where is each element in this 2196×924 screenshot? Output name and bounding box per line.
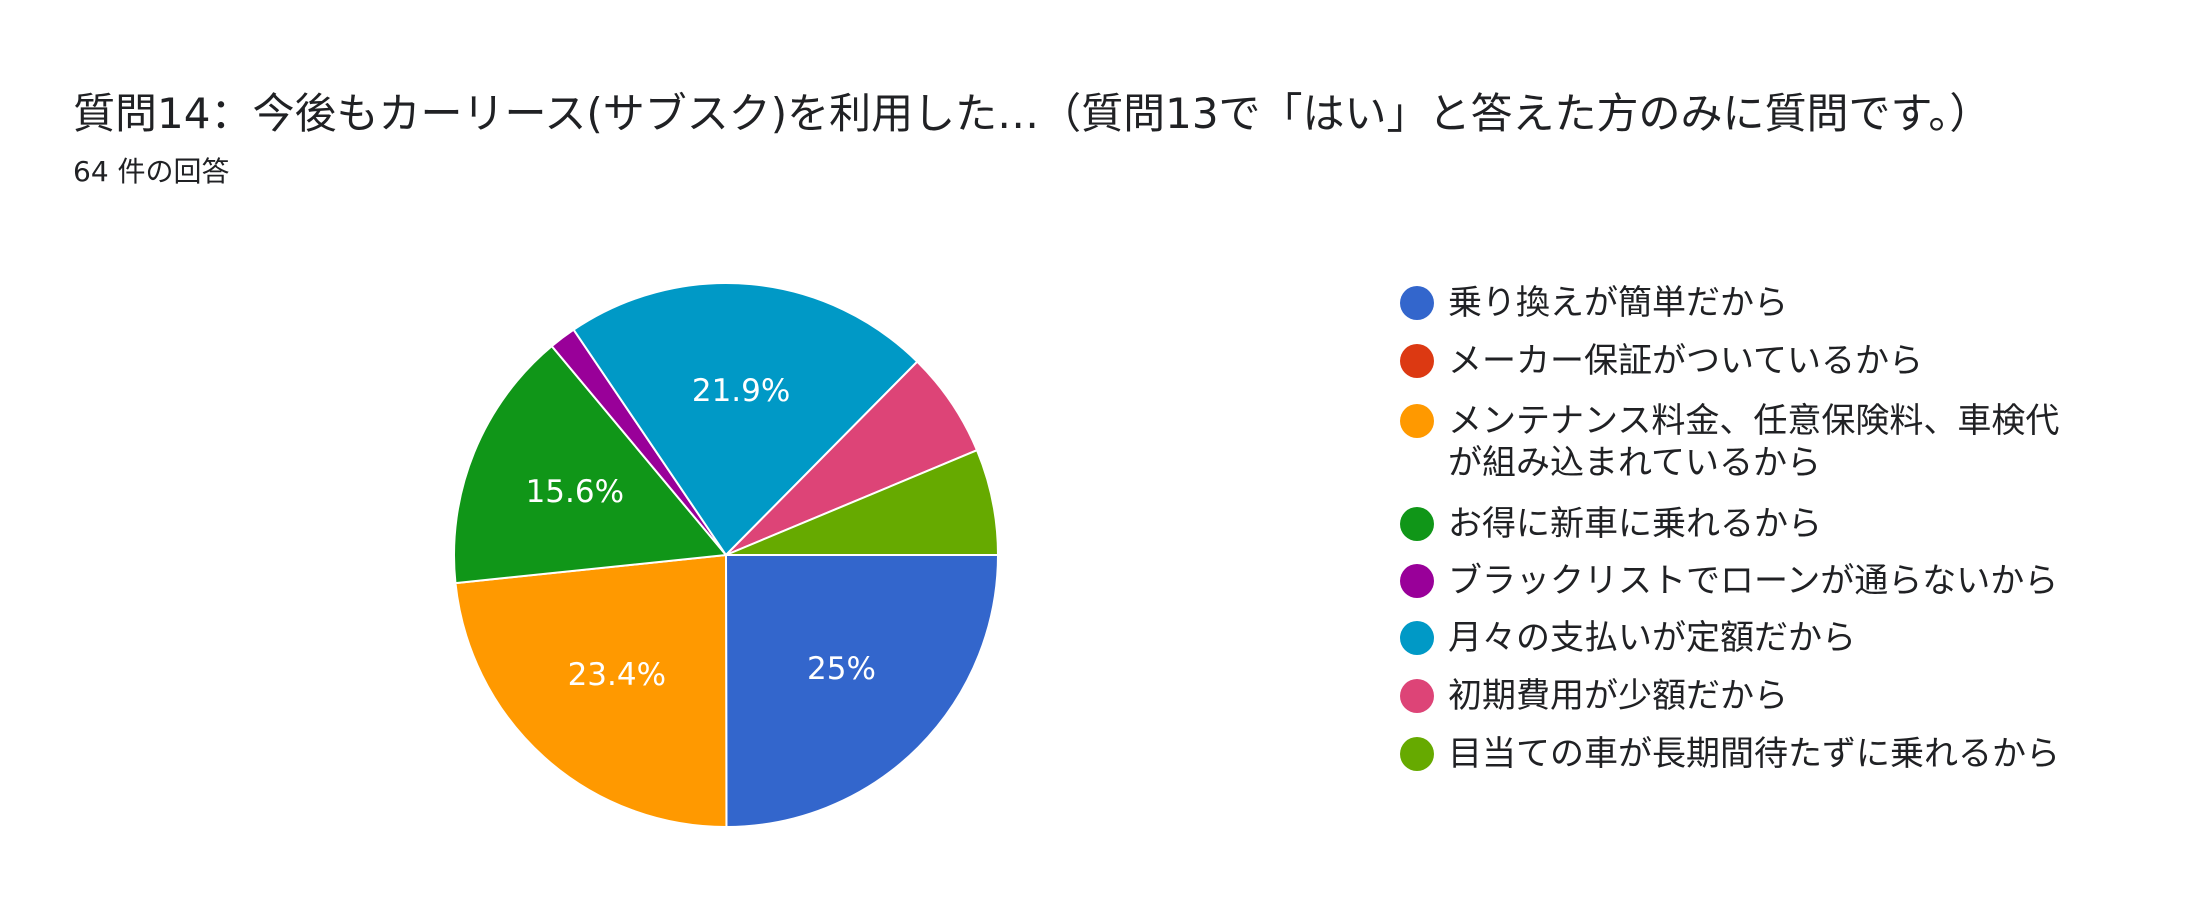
legend-swatch	[1400, 286, 1434, 320]
slice-label: 25%	[807, 651, 876, 687]
pie-slice	[572, 282, 919, 557]
chart-subtitle: 64 件の回答	[73, 155, 230, 188]
legend-label: お得に新車に乗れるから	[1448, 504, 1822, 544]
legend-label: メンテナンス料金、任意保険料、車検代が組み込まれているから	[1448, 401, 2060, 483]
legend-item: 乗り換えが簡単だから	[1400, 282, 2100, 324]
legend-label: メーカー保証がついているから	[1448, 341, 1923, 381]
pie-slice	[454, 553, 728, 829]
legend-label: 目当ての車が長期間待たずに乗れるから	[1448, 734, 2060, 774]
legend-item: ブラックリストでローンが通らないから	[1400, 560, 2100, 602]
legend-item: メンテナンス料金、任意保険料、車検代が組み込まれているから	[1400, 400, 2100, 484]
slice-label: 15.6%	[526, 474, 624, 510]
legend-swatch	[1400, 621, 1434, 655]
legend-swatch	[1400, 507, 1434, 541]
legend-swatch	[1400, 344, 1434, 378]
legend-item: メーカー保証がついているから	[1400, 340, 2100, 382]
legend-label: ブラックリストでローンが通らないから	[1448, 561, 2059, 601]
legend-swatch	[1400, 737, 1434, 771]
legend-item: 目当ての車が長期間待たずに乗れるから	[1400, 733, 2100, 775]
legend-swatch	[1400, 679, 1434, 713]
legend-item: 初期費用が少額だから	[1400, 675, 2100, 717]
chart-title: 質問14：今後もカーリース(サブスク)を利用した…（質問13で「はい」と答えた方…	[73, 89, 1992, 138]
legend-label: 初期費用が少額だから	[1448, 676, 1788, 716]
slice-label: 21.9%	[692, 373, 790, 409]
pie-slice	[725, 448, 1000, 556]
legend-swatch	[1400, 564, 1434, 598]
legend-item: お得に新車に乗れるから	[1400, 503, 2100, 545]
legend-swatch	[1400, 404, 1434, 438]
legend-label: 乗り換えが簡単だから	[1448, 283, 1788, 323]
pie-slice	[724, 554, 1000, 829]
legend-item: 月々の支払いが定額だから	[1400, 617, 2100, 659]
legend-label: 月々の支払いが定額だから	[1448, 618, 1856, 658]
pie-slice	[453, 344, 728, 585]
slice-label: 23.4%	[568, 657, 666, 693]
